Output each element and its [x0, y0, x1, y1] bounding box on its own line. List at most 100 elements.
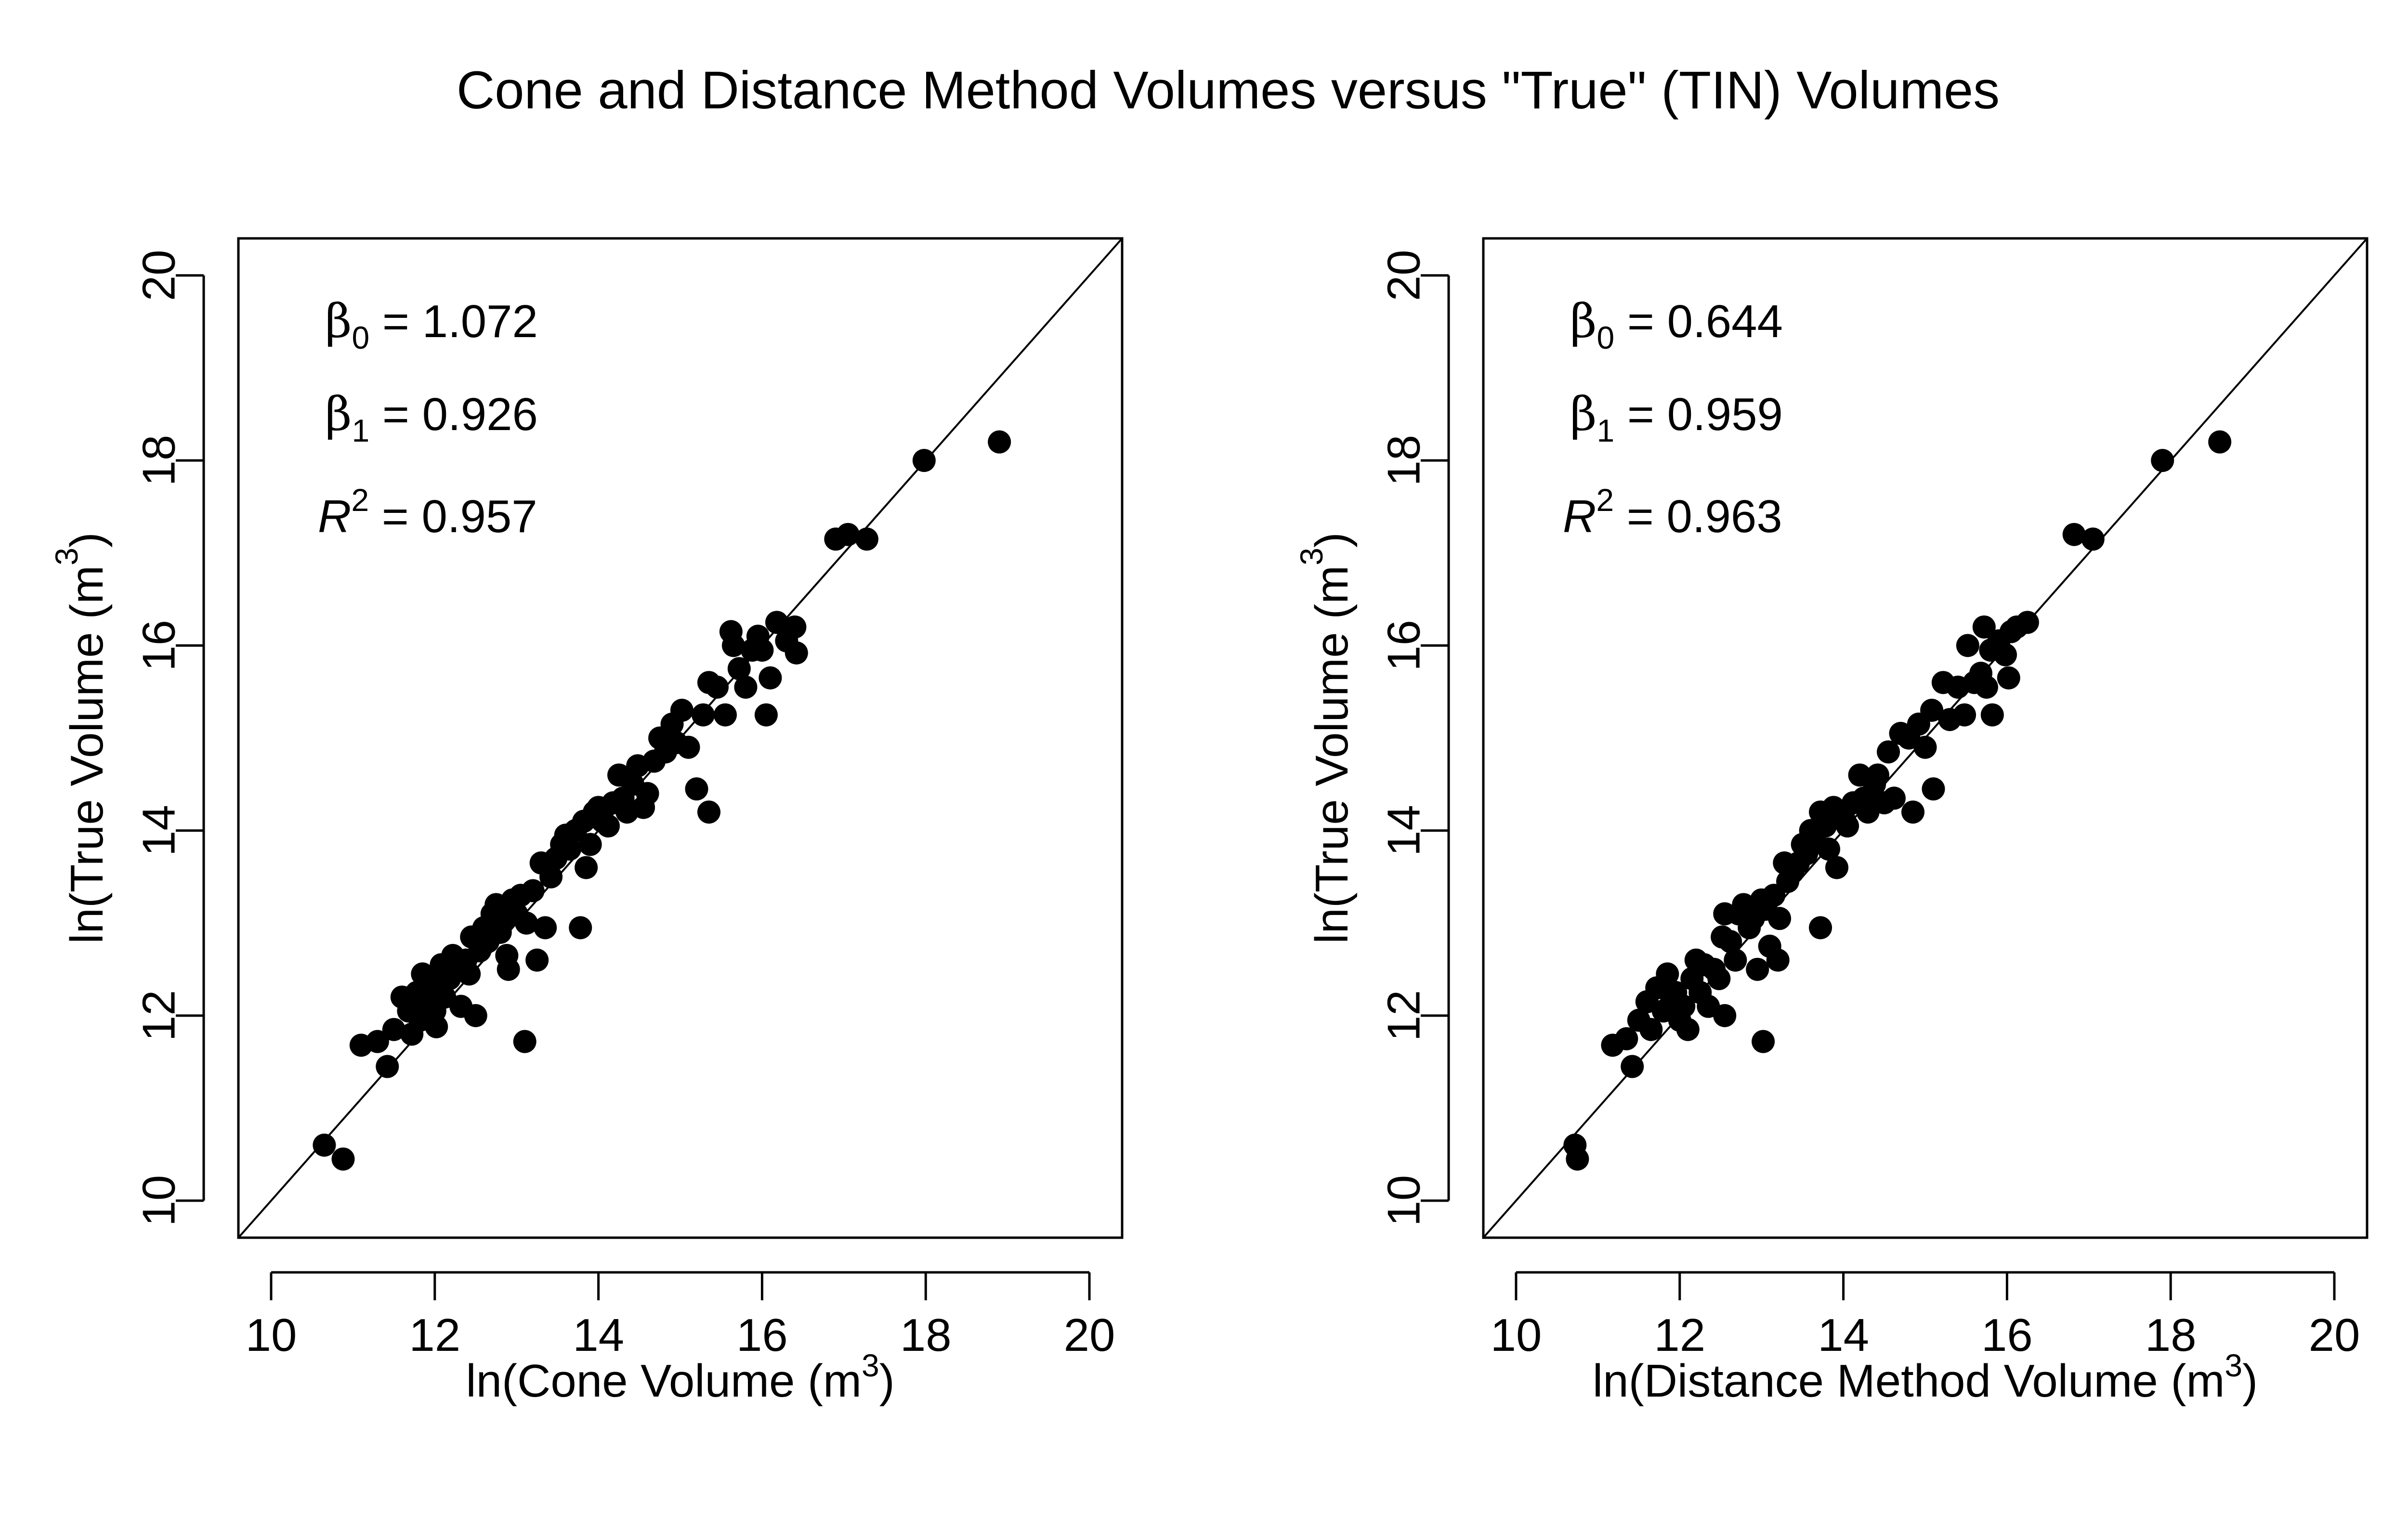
- data-point: [1719, 930, 1742, 954]
- data-point: [464, 1004, 487, 1027]
- data-point: [1836, 814, 1859, 838]
- data-point: [988, 430, 1011, 454]
- data-point: [1913, 735, 1937, 759]
- data-point: [692, 703, 715, 727]
- data-point: [366, 1030, 389, 1053]
- data-points: [1563, 430, 2232, 1171]
- data-point: [569, 916, 592, 940]
- x-tick-label: 12: [1654, 1309, 1705, 1361]
- y-tick-label: 16: [133, 620, 185, 671]
- data-point: [331, 1147, 355, 1171]
- data-point: [1980, 703, 2004, 727]
- x-tick-label: 12: [409, 1309, 460, 1361]
- x-axis-label: ln(Distance Method Volume (m3): [1593, 1347, 2258, 1407]
- r-squared-annotation: R2 = 0.957: [318, 482, 537, 542]
- data-point: [515, 911, 538, 935]
- data-point: [575, 856, 598, 879]
- data-point: [1639, 1018, 1663, 1041]
- x-tick-label: 10: [246, 1309, 297, 1361]
- data-point: [1975, 675, 1998, 699]
- data-point: [1746, 957, 1769, 981]
- data-point: [1825, 856, 1848, 879]
- data-point: [596, 814, 620, 838]
- y-tick-label: 12: [133, 990, 185, 1041]
- data-point: [513, 1030, 537, 1053]
- data-point: [765, 611, 788, 634]
- data-point: [458, 962, 481, 986]
- x-tick-label: 20: [1064, 1309, 1115, 1361]
- data-point: [1901, 800, 1925, 824]
- y-tick-label: 20: [1378, 249, 1430, 301]
- y-tick-label: 16: [1378, 620, 1430, 671]
- data-points: [313, 430, 1011, 1171]
- data-point: [2062, 523, 2086, 546]
- data-point: [1994, 643, 2017, 667]
- data-point: [521, 879, 545, 902]
- x-tick-label: 10: [1491, 1309, 1542, 1361]
- y-axis-label: ln(True Volume (m3): [49, 532, 113, 944]
- y-tick-label: 14: [1378, 805, 1430, 856]
- data-point: [1997, 666, 2020, 690]
- data-point: [677, 735, 700, 759]
- left-scatter-panel: 10 12 14 16 18 20 10 12 14 16 18 20 ln(Cone Volume (…: [49, 237, 1124, 1407]
- x-tick-label: 18: [900, 1309, 952, 1361]
- y-tick-label: 12: [1378, 990, 1430, 1041]
- beta0-annotation: β0 = 1.072: [325, 294, 538, 355]
- data-point: [1766, 948, 1790, 972]
- data-point: [1672, 994, 1696, 1018]
- x-tick-label: 14: [573, 1309, 624, 1361]
- x-tick-label: 18: [2145, 1309, 2197, 1361]
- data-point: [1656, 962, 1679, 986]
- figure-title: Cone and Distance Method Volumes versus …: [457, 61, 2000, 120]
- beta1-annotation: β1 = 0.959: [1570, 387, 1783, 448]
- data-point: [727, 657, 751, 680]
- y-tick-label: 10: [133, 1175, 185, 1227]
- data-point: [534, 916, 557, 940]
- data-point: [1866, 763, 1889, 787]
- x-tick-label: 16: [1981, 1309, 2033, 1361]
- data-point: [855, 527, 878, 551]
- plot-frame: [1482, 237, 2369, 1239]
- data-point: [759, 666, 782, 690]
- y-tick-label: 20: [133, 249, 185, 301]
- data-point: [539, 865, 563, 889]
- data-point: [382, 1018, 406, 1041]
- data-point: [783, 615, 807, 639]
- y-axis-label: ln(True Volume (m3): [1294, 532, 1358, 944]
- data-point: [670, 698, 694, 722]
- data-point: [558, 837, 582, 861]
- right-scatter-panel: 10 12 14 16 18 20 10 12 14 16 18 20 ln(Distance Meth…: [1294, 237, 2369, 1407]
- beta0-annotation: β0 = 0.644: [1570, 294, 1783, 355]
- data-point: [1920, 698, 1944, 722]
- data-point: [1814, 814, 1837, 838]
- data-point: [2151, 449, 2174, 472]
- data-point: [1972, 615, 1996, 639]
- y-tick-label: 18: [1378, 435, 1430, 486]
- data-point: [1877, 740, 1900, 764]
- data-point: [836, 523, 860, 546]
- y-tick-label: 14: [133, 805, 185, 856]
- data-point: [1922, 777, 1945, 801]
- data-point: [425, 1015, 448, 1038]
- data-point: [1724, 948, 1747, 972]
- data-point: [2015, 611, 2039, 634]
- x-tick-label: 20: [2309, 1309, 2360, 1361]
- x-axis-label: ln(Cone Volume (m3): [466, 1347, 894, 1407]
- r-squared-annotation: R2 = 0.963: [1563, 482, 1782, 542]
- y-tick-label: 10: [1378, 1175, 1430, 1227]
- data-point: [721, 634, 745, 657]
- data-point: [1621, 1055, 1644, 1078]
- data-point: [1713, 1004, 1737, 1027]
- data-point: [1956, 634, 1979, 657]
- data-point: [697, 800, 720, 824]
- data-point: [1615, 1027, 1638, 1050]
- data-point: [1768, 907, 1792, 930]
- data-point: [713, 703, 737, 727]
- x-tick-label: 16: [736, 1309, 788, 1361]
- data-point: [2081, 527, 2105, 551]
- data-point: [1882, 786, 1906, 810]
- data-point: [1817, 837, 1841, 861]
- data-point: [1953, 703, 1976, 727]
